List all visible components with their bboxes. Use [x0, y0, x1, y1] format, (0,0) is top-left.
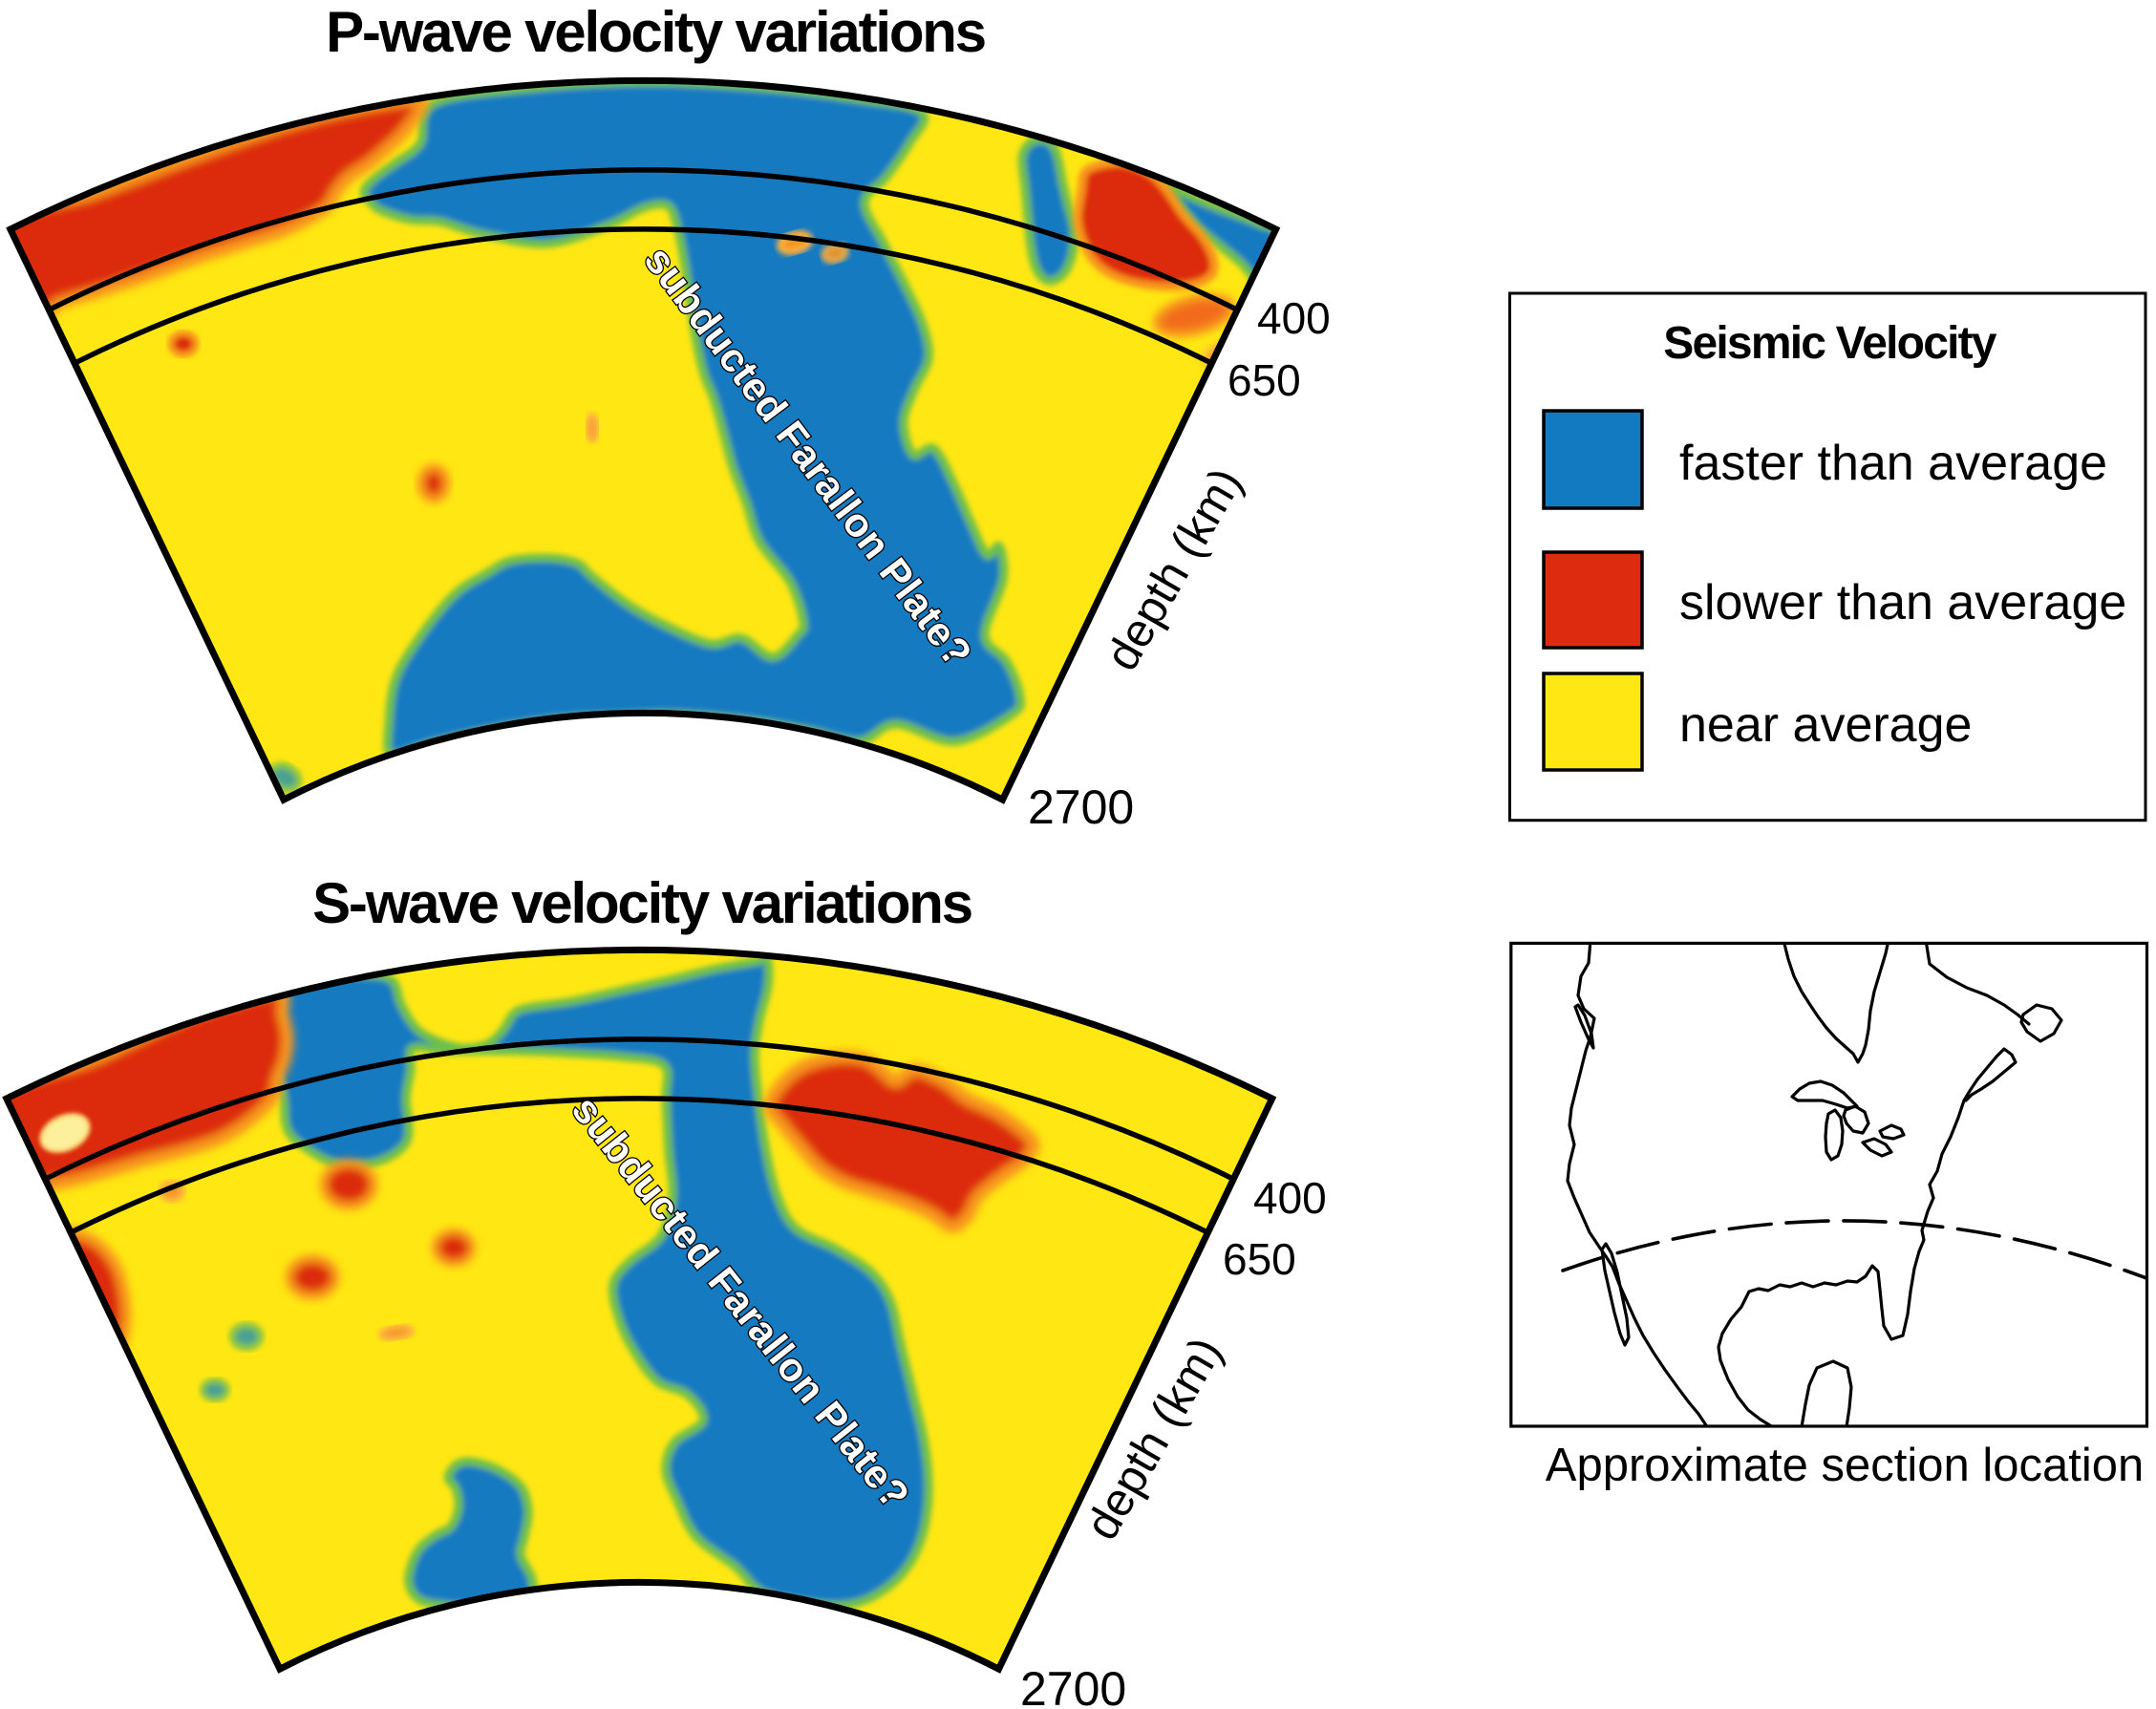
svg-text:Seismic Velocity: Seismic Velocity — [1663, 318, 1997, 369]
svg-text:near average: near average — [1679, 697, 1972, 753]
svg-text:slower than average: slower than average — [1679, 575, 2126, 630]
svg-text:650: 650 — [1227, 355, 1301, 405]
svg-text:400: 400 — [1253, 1173, 1327, 1223]
svg-text:400: 400 — [1257, 293, 1331, 343]
svg-text:Approximate section location: Approximate section location — [1546, 1440, 2144, 1491]
svg-text:faster than average: faster than average — [1679, 436, 2107, 491]
svg-text:2700: 2700 — [1028, 780, 1134, 834]
svg-text:S-wave velocity variations: S-wave velocity variations — [312, 871, 971, 935]
svg-text:650: 650 — [1223, 1234, 1296, 1284]
svg-text:2700: 2700 — [1020, 1662, 1126, 1709]
svg-text:P-wave velocity variations: P-wave velocity variations — [326, 0, 985, 64]
